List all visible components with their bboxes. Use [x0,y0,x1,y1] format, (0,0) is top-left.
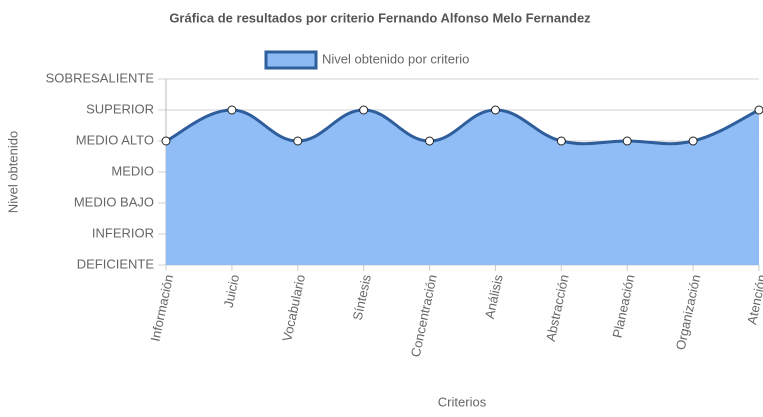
point [754,105,763,115]
x-tick-label: Organización [673,273,704,351]
line [165,108,760,146]
x-tick-label: Información [148,273,177,343]
y-tick-label: DEFICIENTE [77,256,155,271]
chart-title: Gráfica de resultados por criterio Ferna… [169,10,591,25]
y-tick-label: MEDIO BAJO [74,194,154,209]
legend-swatch [264,50,318,70]
x-tick-label: Planeación [609,273,637,339]
point [227,105,237,115]
x-axis-label: Criterios [438,394,487,409]
point [688,136,698,146]
point [622,136,632,146]
point [359,105,369,115]
y-tick-label: SUPERIOR [86,101,154,116]
x-tick-label: Juicio [221,273,243,309]
x-tick-label: Vocabulario [279,273,308,343]
x-tick-label: Atención [744,273,763,326]
point [161,136,171,146]
x-tick-label: Abstracción [543,273,572,343]
y-axis-label: Nivel obtenido [5,131,20,213]
x-tick-label: Análisis [482,273,506,320]
x-tick-label: Síntesis [350,273,374,322]
y-tick-label: INFERIOR [92,225,154,240]
point [556,136,566,146]
point [293,136,303,146]
y-tick-label: MEDIO [111,163,154,178]
x-tick-label: Concentración [408,273,440,358]
legend-label: Nivel obtenido por criterio [322,51,469,66]
area [166,110,759,265]
y-tick-label: MEDIO ALTO [76,132,154,147]
point [490,105,500,115]
y-tick-label: SOBRESALIENTE [46,70,155,85]
point [425,136,435,146]
